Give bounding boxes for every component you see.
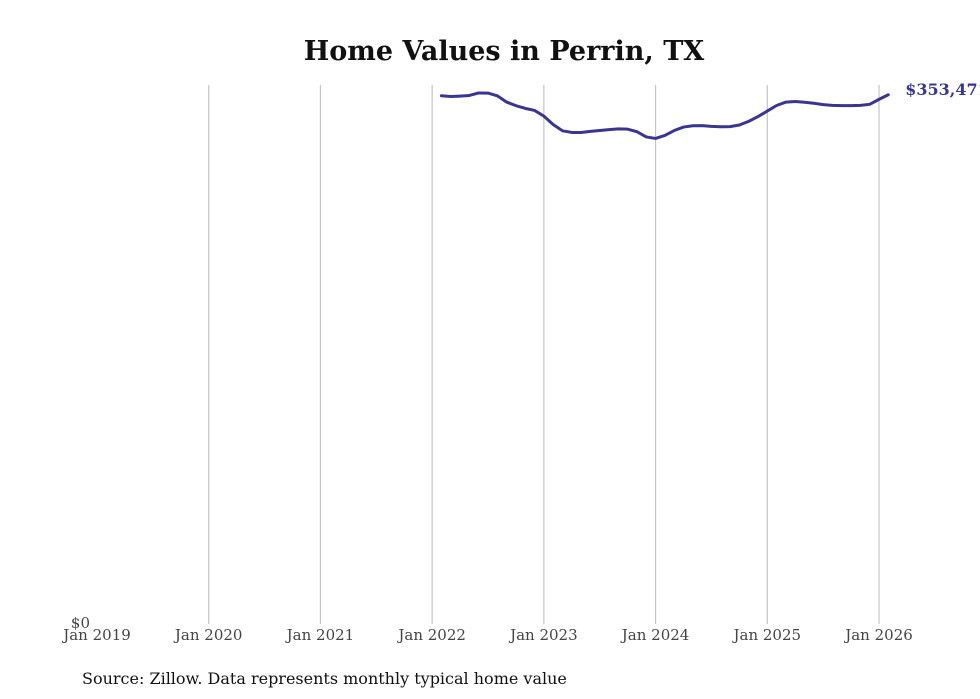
source-note: Source: Zillow. Data represents monthly …: [82, 669, 567, 688]
vertical-gridlines: [208, 85, 880, 624]
x-axis-tick-labels: Jan 2019 Jan 2020 Jan 2021 Jan 2022 Jan 2023…: [61, 626, 913, 644]
x-tick-label: Jan 2022: [396, 626, 466, 644]
x-tick-label: Jan 2025: [732, 626, 802, 644]
home-value-line: [439, 91, 890, 140]
x-tick-label: Jan 2026: [843, 626, 913, 644]
y-axis-zero-label: $0: [71, 614, 90, 632]
x-tick-label: Jan 2024: [620, 626, 690, 644]
latest-value-label: $353,471: [905, 80, 980, 99]
x-tick-label: Jan 2021: [285, 626, 355, 644]
x-tick-label: Jan 2020: [173, 626, 243, 644]
chart-title: Home Values in Perrin, TX: [304, 36, 705, 67]
x-tick-label: Jan 2019: [61, 626, 131, 644]
x-tick-label: Jan 2023: [508, 626, 578, 644]
